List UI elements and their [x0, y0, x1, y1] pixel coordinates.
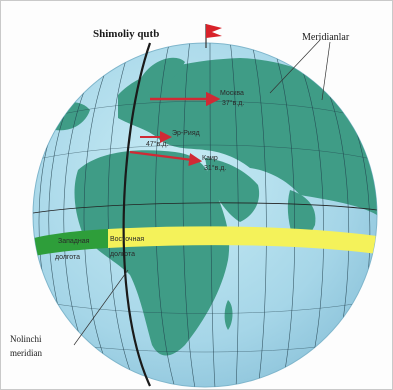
- prime-meridian-line: [122, 42, 152, 387]
- western-longitude-label-1: Западная: [58, 238, 90, 245]
- madagascar-landmass: [224, 300, 233, 330]
- scandinavia-landmass: [140, 57, 185, 95]
- western-longitude-label-2: долгота: [55, 254, 80, 261]
- eurasia-landmass: [118, 58, 377, 215]
- western-longitude-band: [34, 229, 108, 256]
- moscow-longitude: 37°в.д.: [222, 99, 244, 107]
- cairo-longitude: 31°в.д.: [204, 164, 226, 172]
- meridian-pointer-2: [321, 41, 331, 101]
- africa-landmass: [74, 150, 230, 356]
- north-pole-label: Shimoliy qutb: [93, 28, 159, 40]
- cairo-label: Каир: [202, 155, 218, 162]
- cairo-arrow: [129, 150, 203, 167]
- equator-line: [33, 202, 377, 214]
- prime-meridian-pointer: [73, 269, 129, 346]
- riyadh-longitude: 47°в.д.: [146, 140, 168, 148]
- moscow-label: Москва: [220, 90, 244, 97]
- eastern-longitude-band: [108, 226, 377, 254]
- eastern-longitude-label-1: Восточная: [110, 236, 144, 243]
- arabia-landmass: [205, 158, 260, 222]
- meridians-label: Meridianlar: [302, 32, 350, 43]
- eastern-longitude-label-2: долгота: [110, 251, 135, 258]
- prime-meridian-label-line2: meridian: [10, 348, 42, 358]
- prime-meridian-label-line1: Nolinchi: [10, 334, 42, 344]
- north-pole-flag-icon: [206, 24, 222, 38]
- riyadh-label: Эр-Рияд: [172, 130, 200, 137]
- meridian-pointer-1: [269, 39, 321, 94]
